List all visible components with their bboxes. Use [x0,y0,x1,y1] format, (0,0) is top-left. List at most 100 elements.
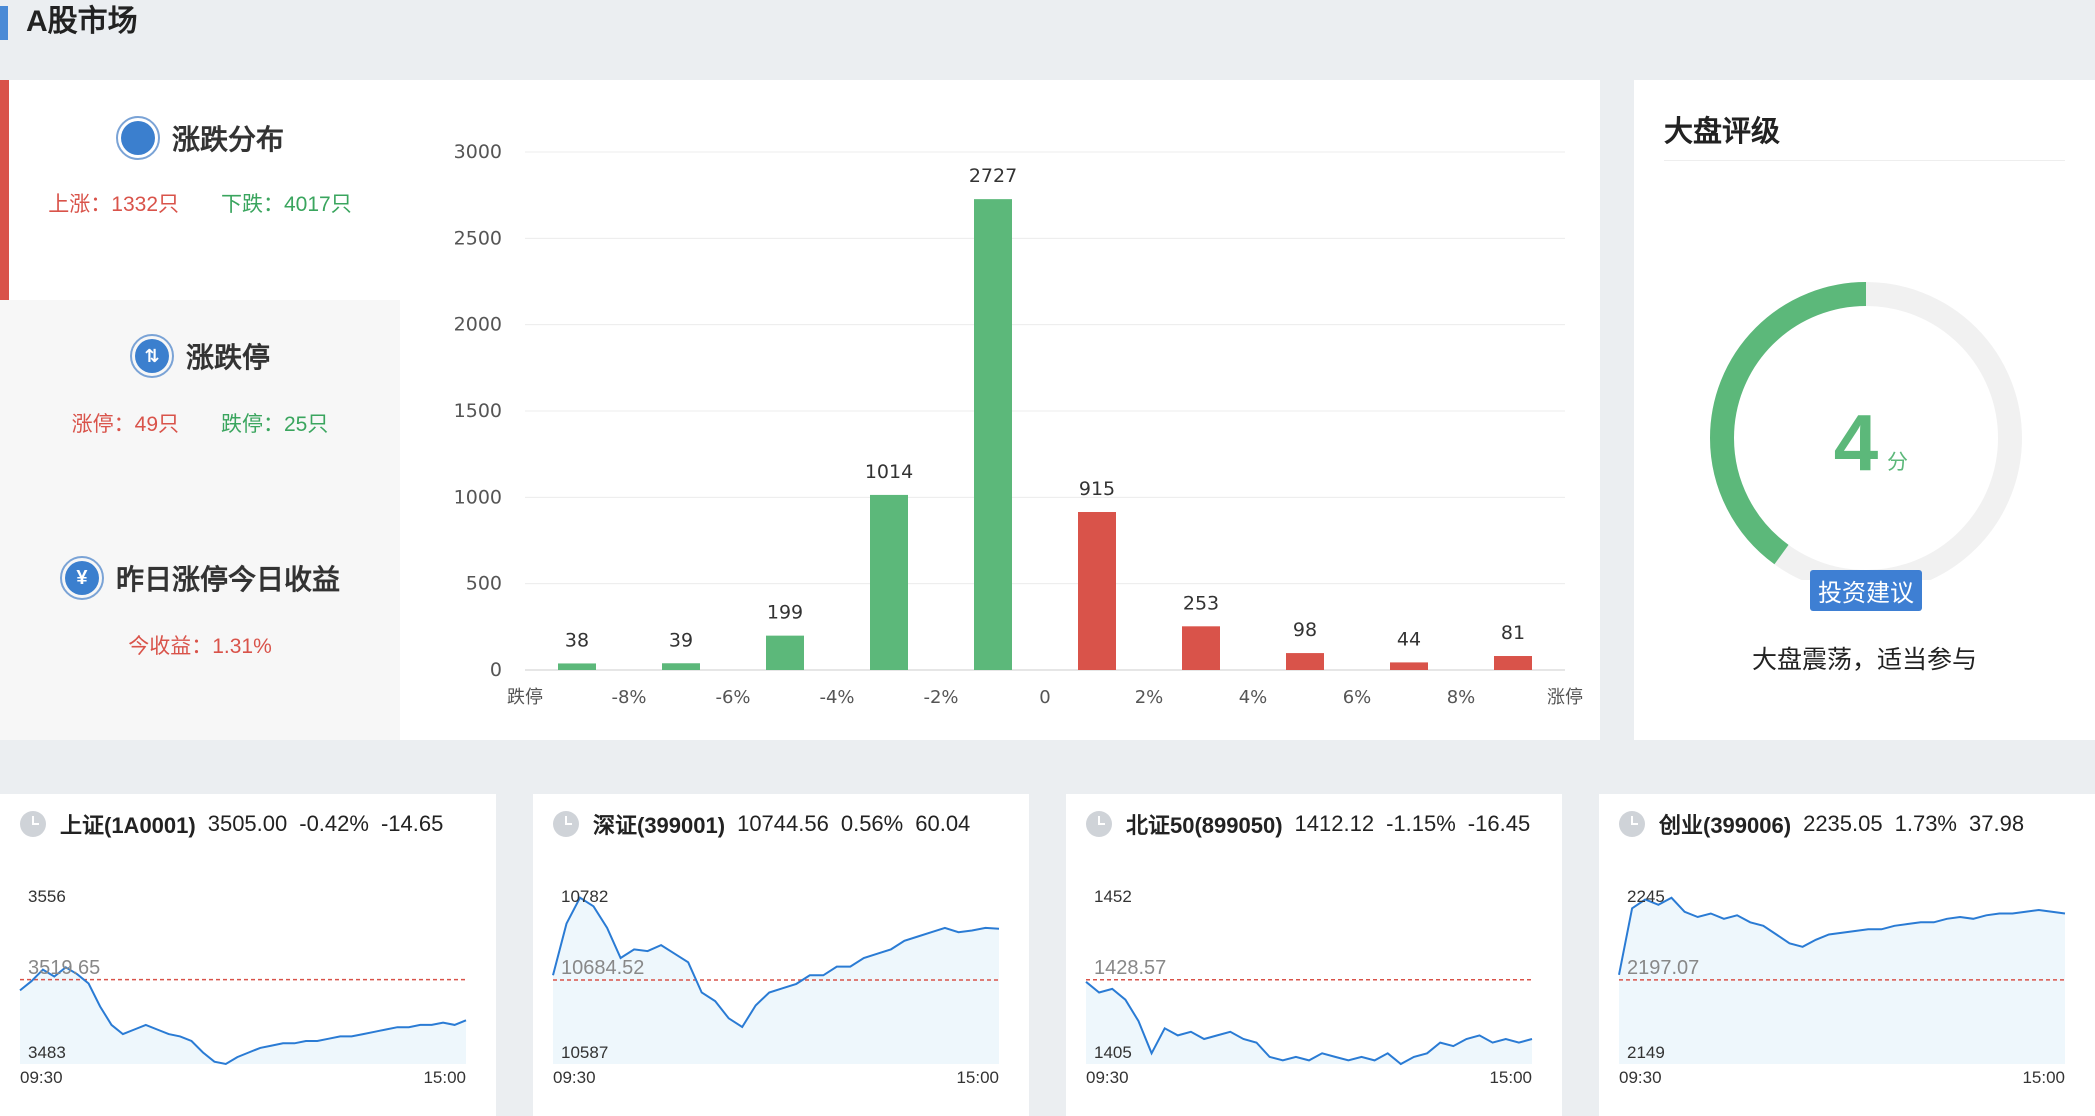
index-name: 上证(1A0001) [60,813,196,838]
rating-title: 大盘评级 [1664,116,1781,148]
page-title: A股市场 [26,5,138,38]
bar-chart-icon [115,116,160,160]
x-tick-label: 2% [1135,687,1164,708]
index-pct: 1.73% [1894,811,1957,836]
x-tick-label: -2% [923,687,958,708]
index-change: 60.04 [915,811,971,836]
tab-distribution[interactable]: 涨跌分布 上涨：1332只 下跌：4017只 [0,80,400,300]
index-card-bz50[interactable]: 北证50(899050) 1412.12 -1.15% -16.45 1452 1428.… [1066,794,1562,1116]
base-label: 3519.65 [28,957,100,979]
area-fill [553,897,999,1064]
bar[interactable] [1286,653,1324,670]
limit-up-count: 涨停：49只 [71,413,179,436]
area-fill [1086,981,1532,1064]
x-tick-label: 涨停 [1547,687,1583,708]
clock-icon [1619,811,1645,837]
bar-value-label: 2727 [969,165,1017,187]
intraday-chart: 3556 3519.65 3483 09:30 15:00 [19,887,467,1087]
x-tick-label: 跌停 [507,687,543,708]
bar[interactable] [558,663,596,670]
end-time-label: 15:00 [1489,1068,1532,1087]
bar-value-label: 81 [1501,622,1525,644]
y-tick-label: 1500 [454,400,502,422]
x-tick-label: 4% [1239,687,1268,708]
down-count: 下跌：4017只 [221,193,352,216]
clock-icon [1086,811,1112,837]
bar[interactable] [1078,512,1116,670]
left-tab-panel: 涨跌分布 上涨：1332只 下跌：4017只 ⇅ 涨跌停 涨停：49只 跌停：2… [0,80,400,740]
advice-text: 大盘震荡，适当参与 [1751,646,1977,674]
index-header: 深证(399001) 10744.56 0.56% 60.04 [553,808,982,840]
bar-value-label: 98 [1293,619,1317,641]
index-card-sz[interactable]: 深证(399001) 10744.56 0.56% 60.04 10782 10684.5… [533,794,1029,1116]
bar-value-label: 199 [767,602,803,624]
bar-value-label: 1014 [865,461,913,483]
score-unit: 分 [1887,451,1908,474]
bar[interactable] [870,494,908,670]
area-fill [20,967,466,1064]
distribution-bar-chart: 0 500 1000 1500 2000 2500 3000 跌停 -8% -6% -4% -2% 0 2… [454,141,1583,708]
y-tick-label: 500 [466,573,502,595]
limit-down-count: 跌停：25只 [221,413,329,436]
distribution-chart-panel: 0 500 1000 1500 2000 2500 3000 跌停 -8% -6% -4% -2% 0 2… [400,80,1600,740]
bar-value-label: 253 [1183,592,1219,614]
y-tick-label: 0 [490,659,502,681]
start-time-label: 09:30 [20,1068,63,1087]
bar[interactable] [662,663,700,670]
end-time-label: 15:00 [2022,1068,2065,1087]
bar-value-label: 38 [565,629,589,651]
divider [1664,160,2065,161]
yield-value: 今收益：1.31% [128,635,272,658]
bar[interactable] [1182,626,1220,670]
y-tick-label: 2000 [454,314,502,336]
low-label: 1405 [1094,1043,1132,1062]
base-label: 2197.07 [1627,957,1699,979]
index-card-sh[interactable]: 上证(1A0001) 3505.00 -0.42% -14.65 3556 3519.65… [0,794,496,1116]
high-label: 2245 [1627,887,1665,906]
y-tick-label: 1000 [454,486,502,508]
clock-icon [20,811,46,837]
area-fill [1619,897,2065,1064]
distribution-title: 涨跌分布 [171,124,284,155]
up-count: 上涨：1332只 [48,193,179,216]
high-label: 10782 [561,887,608,906]
x-tick-label: -8% [611,687,646,708]
index-name: 创业(399006) [1659,813,1792,838]
low-label: 3483 [28,1043,66,1062]
x-tick-label: 6% [1343,687,1372,708]
high-label: 3556 [28,887,66,906]
bar-value-label: 915 [1079,478,1115,500]
price-line [1618,896,2066,975]
low-label: 10587 [561,1043,608,1062]
start-time-label: 09:30 [1619,1068,1662,1087]
tab-limit[interactable]: ⇅ 涨跌停 涨停：49只 跌停：25只 [0,300,400,520]
index-header: 北证50(899050) 1412.12 -1.15% -16.45 [1086,808,1542,840]
score-value: 4 [1834,398,1879,487]
x-tick-label: 0 [1039,687,1050,708]
start-time-label: 09:30 [1086,1068,1129,1087]
base-label: 10684.52 [561,957,644,979]
y-tick-label: 2500 [454,227,502,249]
price-line [19,966,467,1066]
index-header: 创业(399006) 2235.05 1.73% 37.98 [1619,808,2036,840]
bar[interactable] [1390,662,1428,670]
index-change: 37.98 [1969,811,2025,836]
end-time-label: 15:00 [423,1068,466,1087]
advice-badge[interactable]: 投资建议 [1810,570,1922,611]
tab-yesterday-limit[interactable]: ¥ 昨日涨停今日收益 今收益：1.31% [0,520,400,740]
clock-icon [553,811,579,837]
title-accent-bar [0,6,8,40]
index-card-cy[interactable]: 创业(399006) 2235.05 1.73% 37.98 2245 2197.07 21… [1599,794,2095,1116]
bar[interactable] [1494,656,1532,670]
bar-value-label: 39 [669,629,693,651]
start-time-label: 09:30 [553,1068,596,1087]
index-change: -16.45 [1467,811,1531,836]
y-tick-label: 3000 [454,141,502,163]
yen-icon: ¥ [59,556,104,600]
x-tick-label: -6% [715,687,750,708]
bar[interactable] [974,199,1012,670]
yesterday-title: 昨日涨停今日收益 [115,564,340,595]
bar[interactable] [766,635,804,670]
